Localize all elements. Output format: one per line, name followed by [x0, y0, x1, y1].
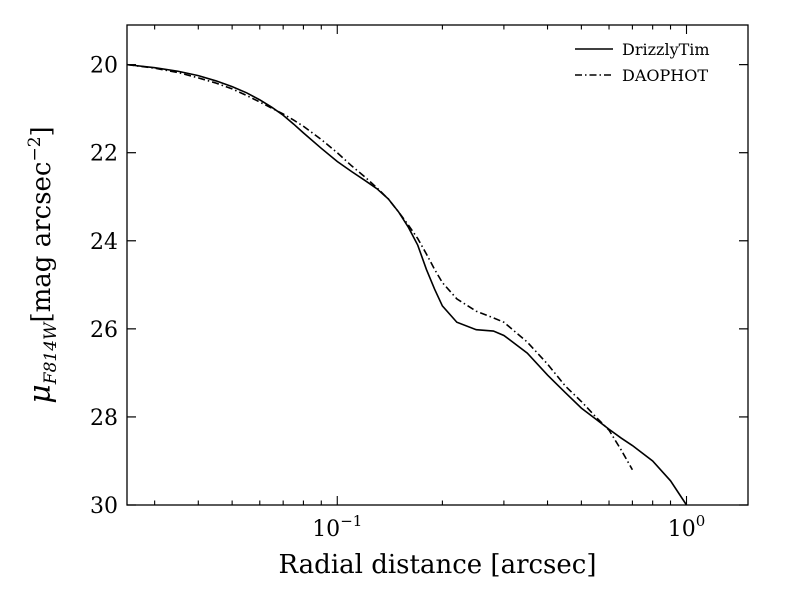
x-axis-label-text: Radial distance [arcsec] [279, 550, 597, 580]
y-axis-label-close: ] [27, 126, 57, 136]
legend: DrizzlyTim DAOPHOT [575, 40, 710, 85]
y-tick-label: 28 [90, 406, 118, 431]
x-tick-label: 10−1 [312, 512, 362, 542]
axis-ticks [127, 25, 748, 506]
y-axis-label-subscript: F814W [41, 321, 61, 385]
y-axis-label: μF814W[mag arcsec−2] [23, 126, 61, 403]
y-tick-label: 26 [90, 318, 118, 343]
legend-label-daophot: DAOPHOT [622, 66, 708, 85]
x-tick-label: 100 [668, 512, 706, 542]
y-axis-label-exponent: −2 [25, 136, 45, 161]
y-tick-label: 30 [90, 494, 118, 519]
plot-lines [126, 63, 688, 506]
x-axis-label: Radial distance [arcsec] [279, 550, 597, 580]
axis-tick-labels: 20 22 24 26 28 30 10−1 100 [90, 54, 705, 542]
legend-label-drizzlytim: DrizzlyTim [622, 40, 710, 59]
y-tick-label: 20 [90, 54, 118, 79]
plot-frame [126, 24, 749, 506]
series-line-drizzlytim [126, 63, 688, 506]
y-tick-label: 22 [90, 142, 118, 167]
series-line-daophot [126, 63, 634, 471]
y-axis-label-mu: μ [23, 384, 58, 404]
y-axis-label-unit: [mag arcsec [27, 162, 57, 323]
y-tick-label: 24 [90, 230, 118, 255]
